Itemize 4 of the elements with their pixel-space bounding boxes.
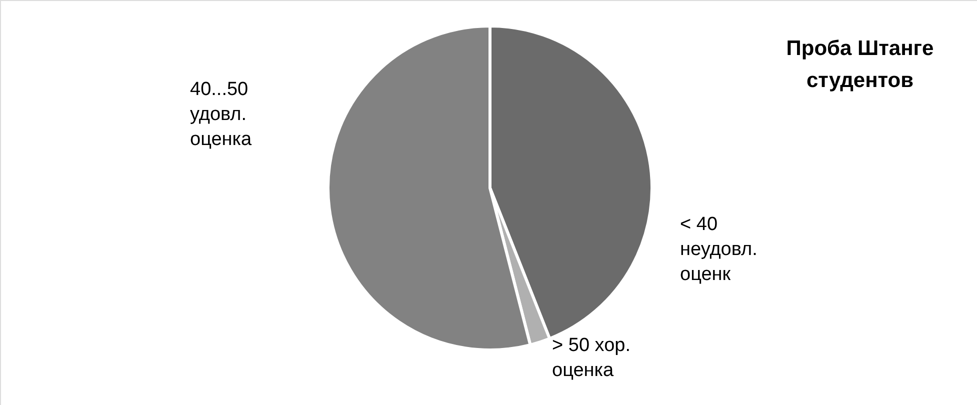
slice-label: < 40 неудовл. оценк	[680, 214, 758, 285]
slice-label: > 50 хор. оценка	[552, 335, 630, 381]
text: Проба Штанге студентов	[786, 37, 934, 92]
slice-label: 40...50 удовл. оценка	[190, 79, 252, 150]
